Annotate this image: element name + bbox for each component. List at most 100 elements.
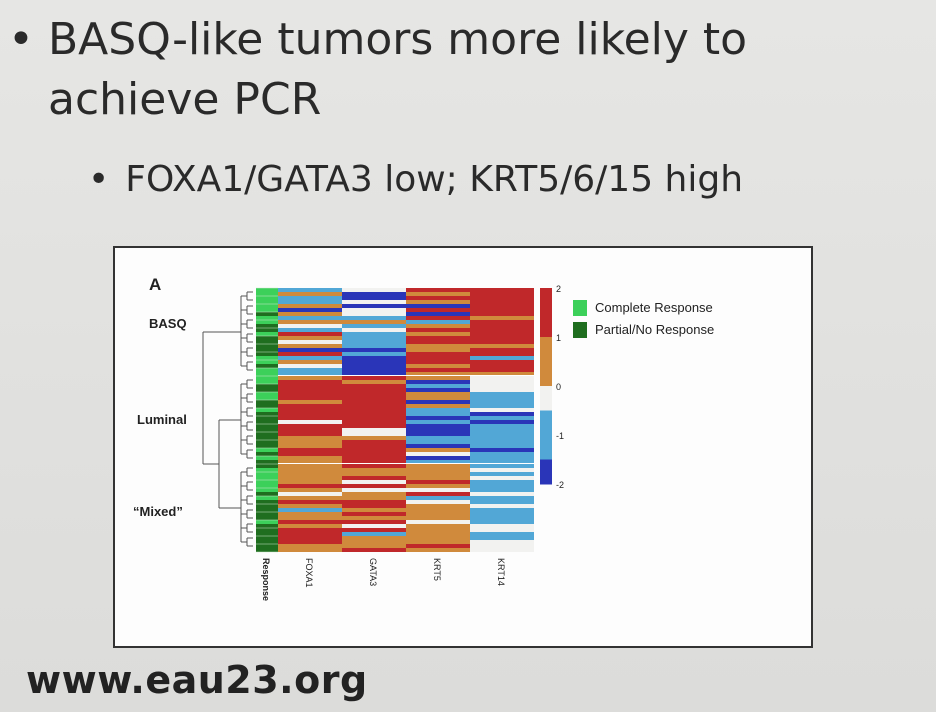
colorbar-segment: [540, 361, 552, 387]
heatmap-cell: [470, 452, 534, 456]
heatmap-cell: [406, 468, 470, 472]
bullet-2-text: FOXA1/GATA3 low; KRT5/6/15 high: [125, 159, 744, 200]
response-cell: [256, 420, 278, 424]
heatmap-cell: [342, 472, 406, 476]
response-cell: [256, 404, 278, 408]
legend-swatch: [573, 300, 587, 316]
heatmap-cell: [470, 460, 534, 464]
heatmap-cell: [470, 516, 534, 520]
heatmap-cell: [342, 308, 406, 312]
colorbar-segment: [540, 337, 552, 362]
column-label: Response: [261, 558, 271, 601]
heatmap-cell: [406, 408, 470, 412]
heatmap-cell: [470, 312, 534, 316]
heatmap-cell: [278, 296, 342, 300]
heatmap-cell: [342, 296, 406, 300]
heatmap-cell: [342, 460, 406, 464]
response-cell: [256, 424, 278, 428]
heatmap-cell: [342, 404, 406, 408]
heatmap-cell: [470, 376, 534, 380]
heatmap-cell: [342, 352, 406, 356]
heatmap-cell: [406, 440, 470, 444]
response-cell: [256, 320, 278, 324]
heatmap-cell: [406, 368, 470, 372]
heatmap-cell: [470, 348, 534, 352]
heatmap-cell: [406, 360, 470, 364]
heatmap-cell: [278, 472, 342, 476]
heatmap-cell: [342, 436, 406, 440]
heatmap-cell: [470, 488, 534, 492]
heatmap-cell: [278, 532, 342, 536]
heatmap-cell: [278, 484, 342, 488]
heatmap-cell: [342, 496, 406, 500]
heatmap-cell: [278, 536, 342, 540]
response-cell: [256, 344, 278, 348]
colorbar-tick-label: -1: [556, 431, 564, 441]
heatmap-cell: [278, 368, 342, 372]
heatmap-cell: [278, 544, 342, 548]
response-cell: [256, 292, 278, 296]
heatmap-cell: [278, 504, 342, 508]
heatmap-cell: [470, 356, 534, 360]
heatmap-cell: [470, 448, 534, 452]
colorbar-tick-label: -2: [556, 480, 564, 490]
heatmap-cell: [470, 440, 534, 444]
heatmap-cell: [406, 424, 470, 428]
heatmap-cell: [342, 360, 406, 364]
heatmap-cell: [278, 512, 342, 516]
heatmap-cell: [406, 304, 470, 308]
heatmap-cell: [470, 408, 534, 412]
column-label: FOXA1: [304, 558, 314, 588]
colorbar-tick-label: 0: [556, 382, 561, 392]
heatmap-cell: [406, 412, 470, 416]
response-cell: [256, 356, 278, 360]
response-cell: [256, 408, 278, 412]
heatmap-cell: [406, 504, 470, 508]
heatmap-cell: [342, 512, 406, 516]
heatmap-cell: [406, 320, 470, 324]
bullet-2: • FOXA1/GATA3 low; KRT5/6/15 high: [88, 155, 743, 205]
response-cell: [256, 536, 278, 540]
heatmap-cell: [342, 392, 406, 396]
heatmap-cell: [470, 456, 534, 460]
heatmap-cell: [278, 508, 342, 512]
response-cell: [256, 392, 278, 396]
heatmap-cell: [342, 356, 406, 360]
heatmap-cell: [406, 524, 470, 528]
heatmap-cell: [406, 452, 470, 456]
colorbar-tick-label: 2: [556, 284, 561, 294]
heatmap-cell: [278, 444, 342, 448]
response-cell: [256, 304, 278, 308]
response-cell: [256, 460, 278, 464]
column-label: KRT14: [496, 558, 506, 586]
heatmap-cell: [406, 312, 470, 316]
heatmap-cell: [470, 332, 534, 336]
heatmap-cell: [470, 500, 534, 504]
heatmap-cell: [342, 484, 406, 488]
response-cell: [256, 444, 278, 448]
heatmap-cell: [342, 340, 406, 344]
response-cell: [256, 388, 278, 392]
column-label: GATA3: [368, 558, 378, 586]
heatmap-cell: [342, 536, 406, 540]
response-cell: [256, 312, 278, 316]
heatmap-cell: [278, 324, 342, 328]
heatmap-cell: [470, 392, 534, 396]
heatmap-cell: [278, 424, 342, 428]
heatmap-cell: [470, 520, 534, 524]
heatmap-cell: [278, 328, 342, 332]
heatmap-cell: [278, 340, 342, 344]
heatmap-cell: [470, 480, 534, 484]
heatmap-cell: [470, 524, 534, 528]
heatmap-cell: [406, 516, 470, 520]
heatmap-cell: [342, 456, 406, 460]
heatmap-cell: [278, 356, 342, 360]
response-cell: [256, 484, 278, 488]
heatmap-cell: [406, 396, 470, 400]
heatmap-cell: [342, 412, 406, 416]
heatmap-cell: [278, 500, 342, 504]
heatmap-cell: [278, 468, 342, 472]
heatmap-cell: [406, 512, 470, 516]
response-cell: [256, 416, 278, 420]
heatmap-cell: [342, 312, 406, 316]
